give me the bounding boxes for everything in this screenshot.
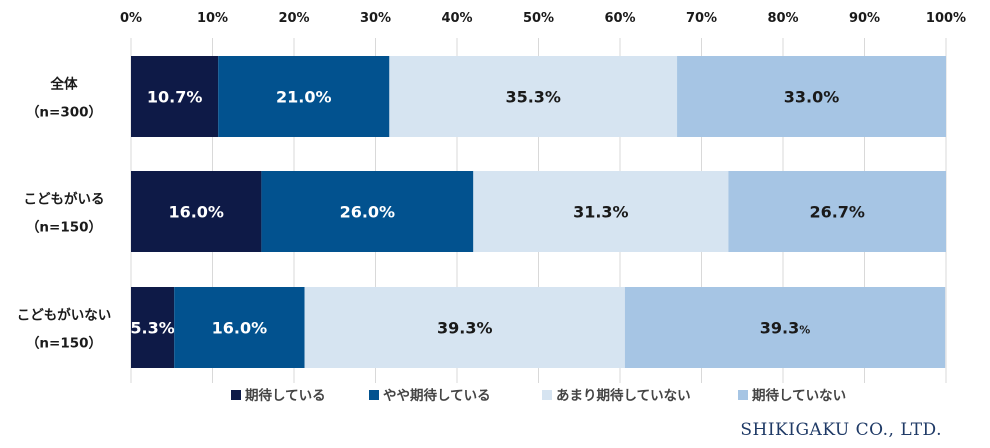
legend-swatch — [542, 390, 552, 400]
legend-swatch — [231, 390, 241, 400]
data-label: 39.3% — [437, 319, 493, 338]
x-tick-label: 70% — [686, 11, 717, 26]
category-label: 全体 — [50, 76, 78, 93]
category-sample-size: （n=150） — [26, 336, 102, 352]
category-sample-size: （n=300） — [26, 105, 102, 121]
bar-segment — [473, 171, 729, 252]
bar-segment — [677, 56, 946, 137]
bar-segment — [389, 56, 678, 137]
data-label: 16.0% — [212, 319, 268, 338]
legend-label: 期待している — [245, 387, 326, 404]
bar-segment — [218, 56, 390, 137]
data-label: 26.7% — [809, 203, 865, 222]
legend-label: やや期待している — [383, 387, 491, 404]
data-label: 26.0% — [340, 203, 396, 222]
x-tick-label: 20% — [278, 11, 309, 26]
x-tick-label: 80% — [767, 11, 798, 26]
x-tick-label: 60% — [604, 11, 635, 26]
legend-label: 期待していない — [752, 387, 846, 404]
data-label: 33.0% — [784, 88, 840, 107]
bar-segment — [131, 171, 262, 252]
bar-segment — [131, 56, 219, 137]
bar-segment — [728, 171, 946, 252]
data-label: 35.3% — [505, 88, 561, 107]
x-tick-label: 100% — [926, 11, 966, 26]
x-tick-label: 30% — [360, 11, 391, 26]
company-credit: SHIKIGAKU CO., LTD. — [740, 420, 942, 440]
legend-label: あまり期待していない — [556, 387, 691, 404]
legend-swatch — [738, 390, 748, 400]
data-label: 16.0% — [168, 203, 224, 222]
data-label: 31.3% — [573, 203, 629, 222]
x-tick-label: 10% — [197, 11, 228, 26]
x-tick-label: 0% — [120, 11, 142, 26]
data-label: 39.3% — [760, 319, 811, 338]
bar-segment — [624, 287, 946, 368]
bar-segment — [304, 287, 625, 368]
legend-swatch — [369, 390, 379, 400]
data-label: 5.3% — [130, 319, 174, 338]
data-label: 21.0% — [276, 88, 332, 107]
x-tick-label: 50% — [523, 11, 554, 26]
data-label: 10.7% — [147, 88, 203, 107]
x-tick-label: 40% — [441, 11, 472, 26]
category-label: こどもがいない — [17, 307, 112, 324]
bar-segment — [174, 287, 305, 368]
bar-segment — [131, 287, 175, 368]
category-label: こどもがいる — [24, 191, 105, 208]
x-tick-label: 90% — [849, 11, 880, 26]
category-sample-size: （n=150） — [26, 220, 102, 236]
bar-segment — [261, 171, 474, 252]
